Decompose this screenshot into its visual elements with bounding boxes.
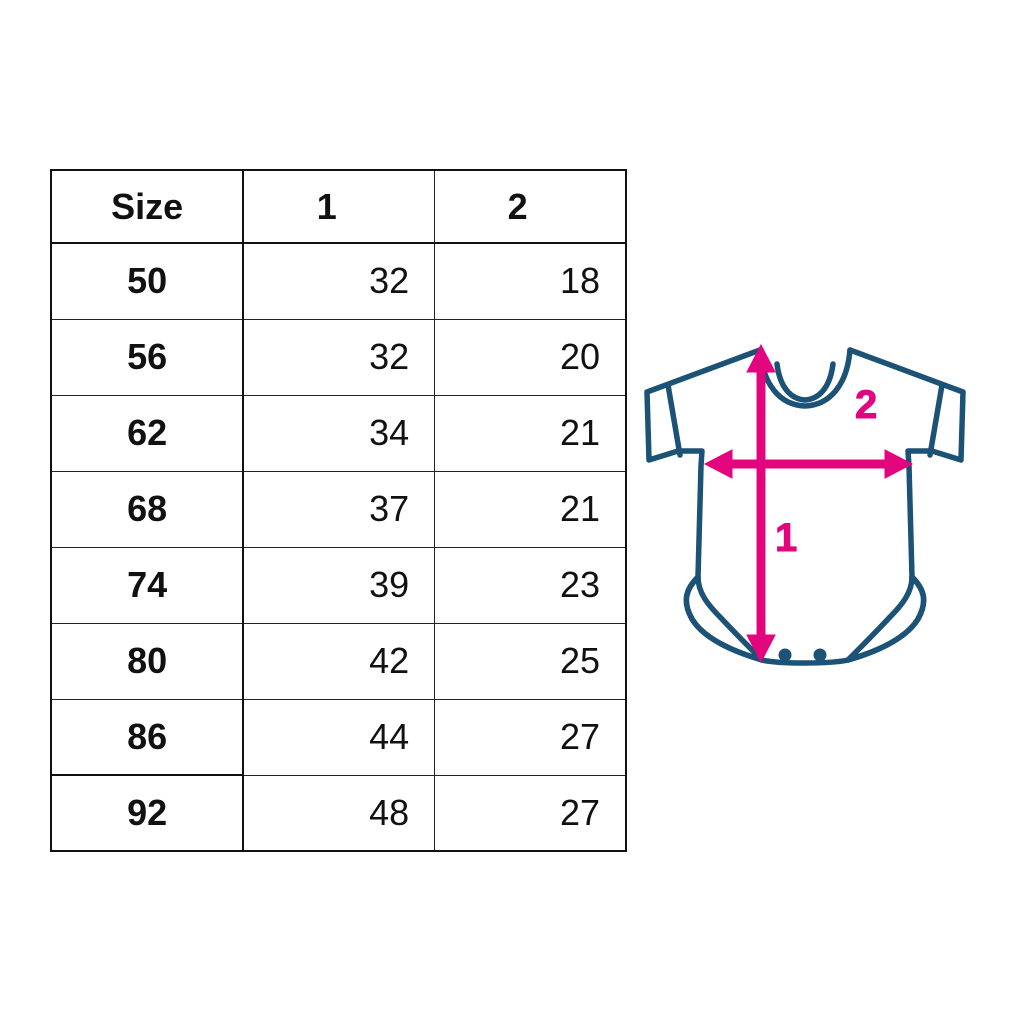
svg-text:2: 2 xyxy=(855,383,877,427)
svg-text:1: 1 xyxy=(775,516,797,560)
